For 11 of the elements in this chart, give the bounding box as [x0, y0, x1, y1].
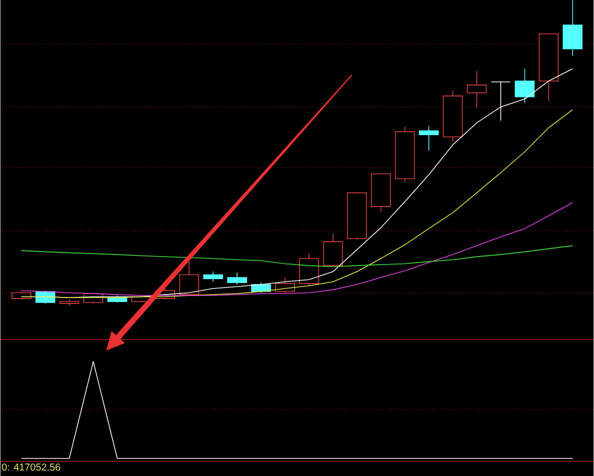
candlestick: [562, 0, 583, 56]
candlestick: [466, 70, 487, 108]
candlestick: [179, 261, 200, 296]
candlestick: [418, 125, 439, 151]
candlestick: [227, 272, 247, 285]
candlestick: [203, 271, 224, 282]
text: 0: 417052.56: [2, 463, 60, 470]
candlestick: [275, 276, 295, 293]
candlestick: [323, 233, 343, 267]
candlestick: [490, 81, 511, 121]
candlestick: [514, 68, 535, 104]
